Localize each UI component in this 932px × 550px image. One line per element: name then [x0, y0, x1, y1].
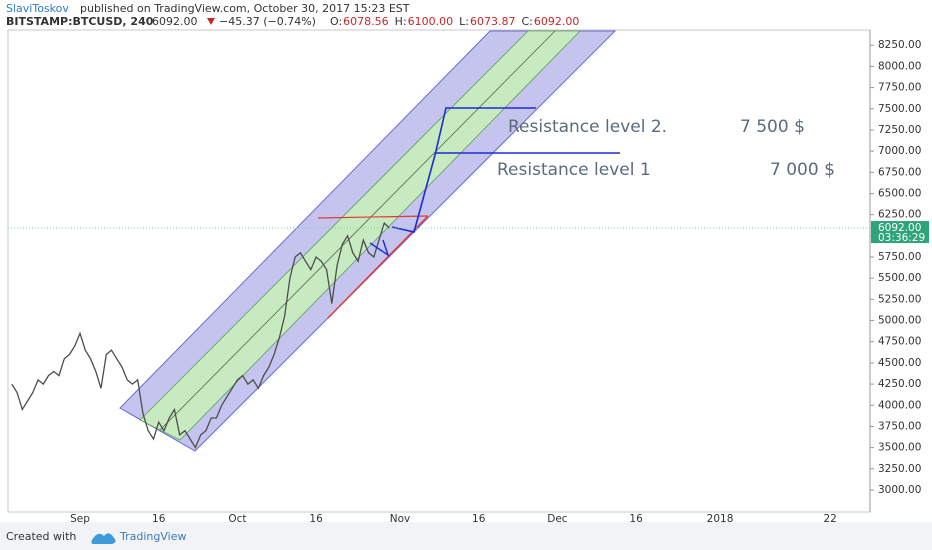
support-line: [327, 215, 429, 319]
x-tick-label: Sep: [70, 513, 90, 525]
channel-inner: [139, 30, 581, 441]
x-tick-label: 16: [152, 513, 166, 525]
footer-created: Created with: [6, 530, 76, 543]
x-tick-label: 22: [824, 513, 837, 525]
y-tick-label: 7750.00: [878, 82, 921, 94]
countdown: 03:36:29: [878, 232, 925, 244]
symbol: BITSTAMP:BTCUSD, 240: [6, 15, 154, 28]
channel-mid: [159, 30, 556, 431]
annotation: Resistance level 2.: [508, 117, 667, 137]
ohlc: O: 6078.56 H: 6100.00 L: 6073.87 C: 6092.00: [330, 15, 579, 28]
change: −45.37 (−0.74%): [219, 15, 316, 28]
logo: [91, 533, 116, 544]
y-tick-label: 4000.00: [878, 399, 921, 411]
last: 6092.00: [152, 15, 198, 28]
author[interactable]: SlaviToskov: [6, 2, 69, 15]
y-tick-label: 5500.00: [878, 272, 921, 284]
x-tick-label: Oct: [228, 513, 246, 525]
annotation-price: 7 000 $: [770, 160, 835, 180]
y-tick-label: 4500.00: [878, 357, 921, 369]
y-tick-label: 3500.00: [878, 442, 921, 454]
x-tick-label: Dec: [547, 513, 568, 525]
ohlc-key: L:: [459, 15, 469, 28]
footer-brand[interactable]: TradingView: [119, 530, 186, 543]
annotation: Resistance level 1: [497, 160, 651, 180]
footer: [0, 522, 932, 550]
y-tick-label: 8250.00: [878, 39, 921, 51]
ohlc-value: 6073.87: [470, 15, 516, 28]
marks: [11, 221, 390, 450]
y-tick-label: 5000.00: [878, 315, 921, 327]
ohlc-value: 6078.56: [343, 15, 389, 28]
x-tick-label: 16: [309, 513, 323, 525]
ohlc-value: 6100.00: [408, 15, 454, 28]
published: published on TradingView.com, October 30…: [80, 2, 410, 15]
y-tick-label: 5750.00: [878, 251, 921, 263]
y-tick-label: 6750.00: [878, 166, 921, 178]
y-tick-label: 7000.00: [878, 145, 921, 157]
price-tag-label: 6092.00: [878, 222, 921, 234]
ohlc-value: 6092.00: [534, 15, 580, 28]
y-tick-label: 3250.00: [878, 463, 921, 475]
ohlc-key: C:: [522, 15, 533, 28]
x-tick-label: 16: [629, 513, 643, 525]
annotation-price: 7 500 $: [740, 117, 805, 137]
y-tick-label: 5250.00: [878, 293, 921, 305]
y-tick-label: 7250.00: [878, 124, 921, 136]
x-tick-label: 2018: [707, 513, 734, 525]
ohlc-key: H:: [395, 15, 407, 28]
y-tick-label: 7500.00: [878, 103, 921, 115]
x-tick-label: 16: [472, 513, 486, 525]
x-tick-label: Nov: [390, 513, 411, 525]
price-line: [11, 221, 390, 450]
y-tick-label: 4750.00: [878, 336, 921, 348]
price-tag: [871, 221, 929, 244]
y-tick-label: 6500.00: [878, 187, 921, 199]
ohlc-key: O:: [330, 15, 342, 28]
y-tick-label: 4250.00: [878, 378, 921, 390]
y-tick-label: 8000.00: [878, 60, 921, 72]
y-tick-label: 3750.00: [878, 420, 921, 432]
y-tick-label: 6250.00: [878, 209, 921, 221]
down-arrow: [207, 18, 215, 25]
projection: [391, 107, 536, 233]
small-wave: [369, 239, 390, 257]
resistance-line: [317, 215, 429, 219]
y-tick-label: 3000.00: [878, 484, 921, 496]
